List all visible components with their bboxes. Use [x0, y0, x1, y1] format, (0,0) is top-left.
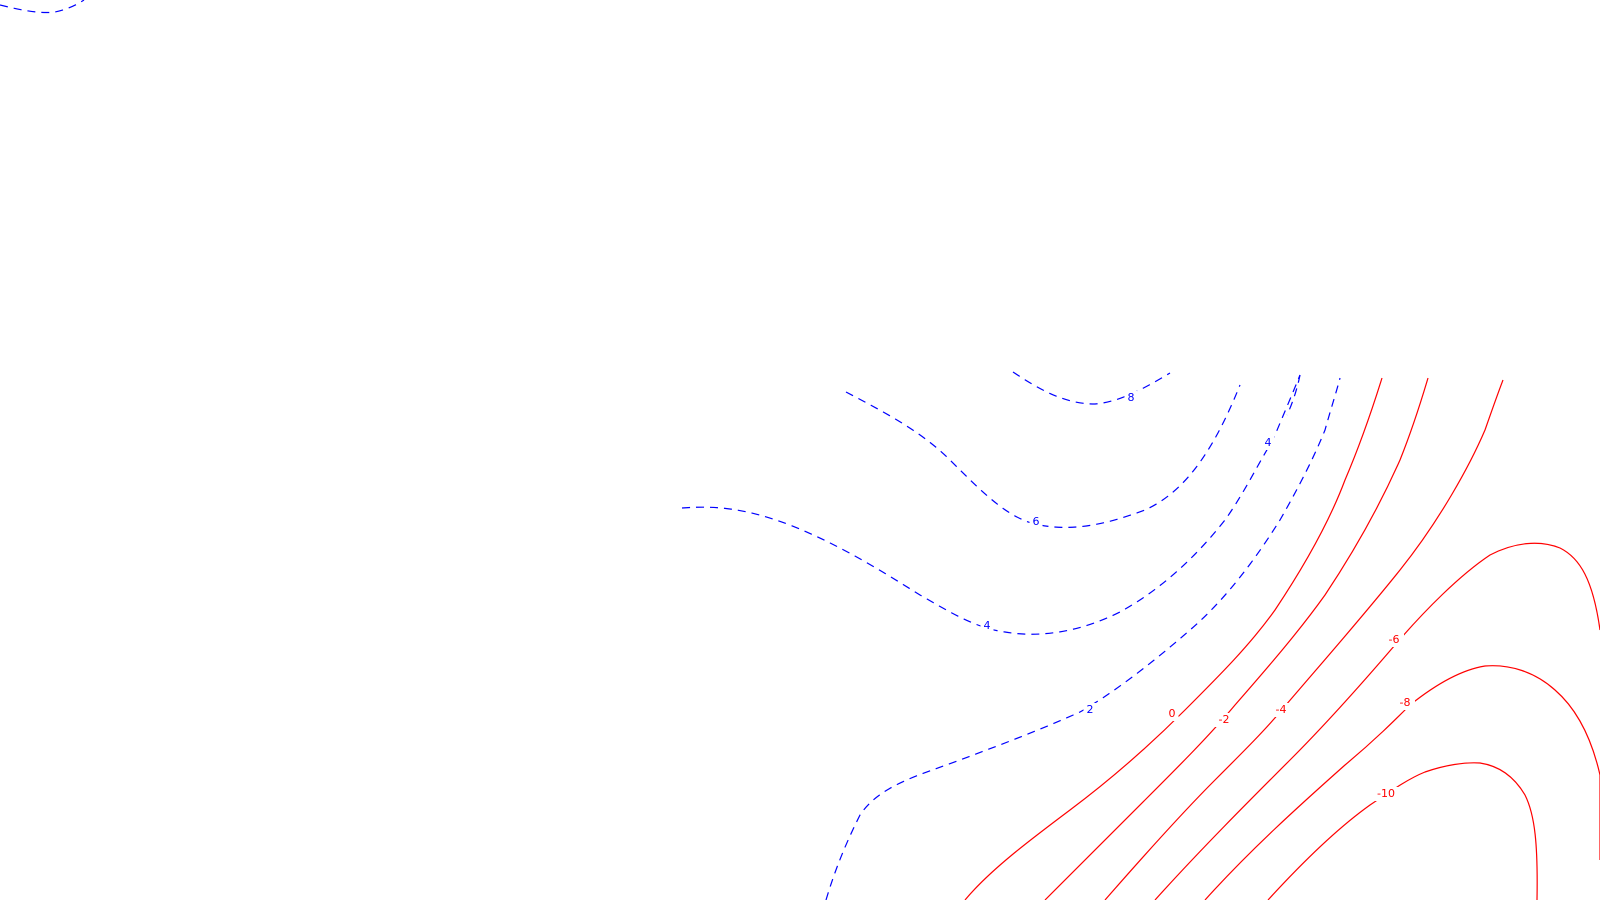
contour-line: [1044, 377, 1429, 900]
contour-label: 6: [1033, 515, 1040, 528]
contour-line: [964, 377, 1383, 900]
contour-label-bg: [1029, 515, 1043, 529]
contour-label-bg: [1271, 703, 1291, 717]
contour-level-neg6: -6: [1154, 542, 1600, 900]
contour-label-bg: [1214, 713, 1234, 727]
contour-line: [845, 384, 1241, 529]
contour-level-4: 4: [1261, 374, 1301, 450]
contour-line: [1204, 665, 1600, 900]
contour-level-neg10: -10: [1267, 762, 1538, 900]
contour-label: 4: [984, 619, 991, 632]
contour-label-bg: [1395, 696, 1415, 710]
contour-line: [681, 374, 1301, 635]
contour-line: [1267, 762, 1538, 900]
contour-label: 0: [1169, 707, 1176, 720]
contour-label-bg: [1372, 787, 1400, 801]
contour-line: [1154, 542, 1600, 900]
contour-level-6: 6: [845, 384, 1241, 529]
contour-label: -4: [1276, 703, 1287, 716]
contour-line: [1104, 379, 1504, 900]
contour-level-4: 4: [681, 374, 1301, 635]
contour-line: [825, 377, 1341, 900]
contour-label-bg: [1083, 703, 1097, 717]
contour-label: 2: [1087, 703, 1094, 716]
contour-label-bg: [980, 619, 994, 633]
contour-label: -2: [1219, 713, 1230, 726]
contour-level-2: 2: [825, 377, 1341, 900]
contour-line-fragment: [0, 0, 85, 14]
contour-label: 8: [1128, 391, 1135, 404]
contour-label-bg: [1124, 391, 1138, 405]
contour-level-neg2: -2: [1044, 377, 1429, 900]
contour-label: -8: [1400, 696, 1411, 709]
contour-level-8: 8: [1012, 371, 1171, 405]
contour-level-0: 0: [964, 377, 1383, 900]
contour-label-bg: [1384, 633, 1404, 647]
contour-label-bg: [1261, 436, 1275, 450]
contour-level-neg4: -4: [1104, 379, 1504, 900]
contour-label: 4: [1265, 436, 1272, 449]
contour-label-bg: [1165, 707, 1179, 721]
contour-label: -6: [1389, 633, 1400, 646]
contour-line: [1012, 371, 1171, 405]
contour-label: -10: [1377, 787, 1395, 800]
contour-level-neg8: -8: [1204, 665, 1600, 900]
contour-line: [1286, 374, 1301, 416]
